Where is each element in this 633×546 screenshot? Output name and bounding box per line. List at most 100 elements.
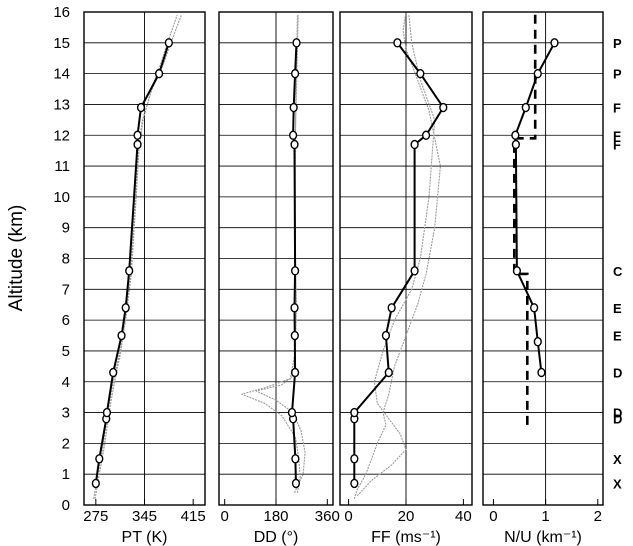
- profile-point: [290, 266, 300, 276]
- profile-point: [109, 367, 118, 378]
- x-tick-label: 2: [594, 508, 602, 525]
- x-tick-label: 415: [181, 508, 206, 525]
- layer-label: F: [613, 137, 621, 152]
- profile-point: [350, 454, 359, 464]
- panel-ff: 0 20 40 FF (ms⁻¹): [339, 11, 473, 546]
- profile-point: [537, 367, 546, 378]
- x-tick-label: 0: [221, 508, 229, 525]
- profile-point: [290, 68, 300, 79]
- x-axis-label: FF (ms⁻¹): [371, 529, 441, 546]
- profile-point: [381, 330, 391, 341]
- profile-point: [292, 38, 301, 48]
- profile-point: [550, 38, 559, 48]
- x-tick-label: 20: [398, 508, 415, 525]
- profile-point: [421, 130, 431, 140]
- y-tick-label: 15: [53, 35, 70, 52]
- y-tick-label: 1: [62, 466, 70, 483]
- y-axis-label: Altitude (km): [6, 205, 27, 312]
- y-tick-label: 6: [62, 312, 70, 329]
- x-tick-label: 180: [263, 508, 288, 525]
- profile-point: [117, 330, 126, 341]
- profile-point: [289, 102, 298, 113]
- sounding-line: [93, 14, 178, 499]
- x-tick-label: 40: [455, 508, 472, 525]
- x-tick-label: 360: [315, 508, 340, 525]
- y-tick-label: 16: [53, 4, 70, 21]
- profile-point: [91, 478, 100, 489]
- profile-point: [290, 367, 300, 378]
- layer-label: E: [613, 329, 622, 344]
- layer-label: D: [613, 366, 622, 381]
- sounding-line: [94, 14, 182, 499]
- y-tick-label: 8: [62, 251, 70, 268]
- profile-point: [133, 130, 142, 140]
- y-tick-label: 13: [53, 96, 70, 113]
- y-tick-label: 5: [62, 343, 70, 360]
- panel-dd: 0 180 360 DD (°): [218, 11, 340, 546]
- x-tick-label: 275: [83, 508, 108, 525]
- profile-point: [121, 303, 130, 313]
- profile-point: [387, 303, 396, 313]
- panel-nu: 0 1 2 N/U (km⁻¹): [482, 11, 604, 546]
- panel-frame: [482, 11, 604, 506]
- profile-point: [102, 407, 112, 418]
- profile-point: [533, 68, 542, 79]
- layer-label: X: [613, 476, 622, 491]
- profile-point: [439, 102, 448, 113]
- x-tick-label: 345: [132, 508, 157, 525]
- layer-label: E: [613, 301, 622, 316]
- layer-label: F: [613, 128, 621, 143]
- profile-point: [410, 139, 419, 150]
- y-tick-label: 4: [62, 374, 70, 391]
- y-tick-label: 3: [62, 405, 70, 422]
- profile-point: [136, 102, 146, 113]
- profile-point: [384, 367, 393, 378]
- y-tick-label: 10: [53, 189, 70, 206]
- x-tick-label: 0: [344, 508, 352, 525]
- sounding-line: [255, 15, 306, 493]
- profile-point: [133, 139, 142, 150]
- layer-label: D: [613, 412, 622, 427]
- profile-point: [511, 139, 520, 150]
- profile-point: [350, 407, 359, 418]
- profile-point: [511, 130, 520, 140]
- soundings: [353, 12, 441, 499]
- layer-label: P: [613, 36, 622, 51]
- y-tick-label: 11: [54, 158, 70, 175]
- profile-point: [521, 102, 530, 113]
- y-tick-label: 9: [62, 220, 70, 237]
- panel-pt: 275 345 415 PT (K): [83, 11, 206, 546]
- profile-point: [290, 139, 299, 150]
- profile-point: [290, 330, 299, 341]
- soundings: [93, 14, 182, 499]
- layer-label: P: [613, 67, 622, 82]
- profile-point: [350, 478, 359, 489]
- profile-point: [393, 38, 402, 48]
- x-axis-label: N/U (km⁻¹): [504, 529, 582, 546]
- x-axis-label: DD (°): [254, 529, 299, 546]
- profile-point: [287, 407, 297, 418]
- profile-point: [416, 68, 425, 79]
- sounding-line: [353, 12, 441, 499]
- layer-label: C: [613, 264, 623, 279]
- profile-point: [291, 478, 301, 489]
- y-tick-label: 14: [53, 66, 70, 83]
- profile-point: [530, 303, 539, 313]
- profile-point: [512, 266, 522, 276]
- profile-point: [410, 266, 419, 276]
- y-tick-label: 0: [62, 497, 70, 514]
- profile-point: [291, 454, 300, 464]
- layer-label: D: [613, 406, 622, 421]
- profile-point: [125, 266, 134, 276]
- profile-point: [533, 336, 542, 347]
- sounding-line: [356, 15, 436, 497]
- profile-point: [290, 303, 299, 313]
- layer-label: F: [613, 101, 621, 116]
- x-tick-label: 0: [489, 508, 497, 525]
- dashed-profile: [512, 12, 537, 425]
- profile-point: [164, 38, 173, 48]
